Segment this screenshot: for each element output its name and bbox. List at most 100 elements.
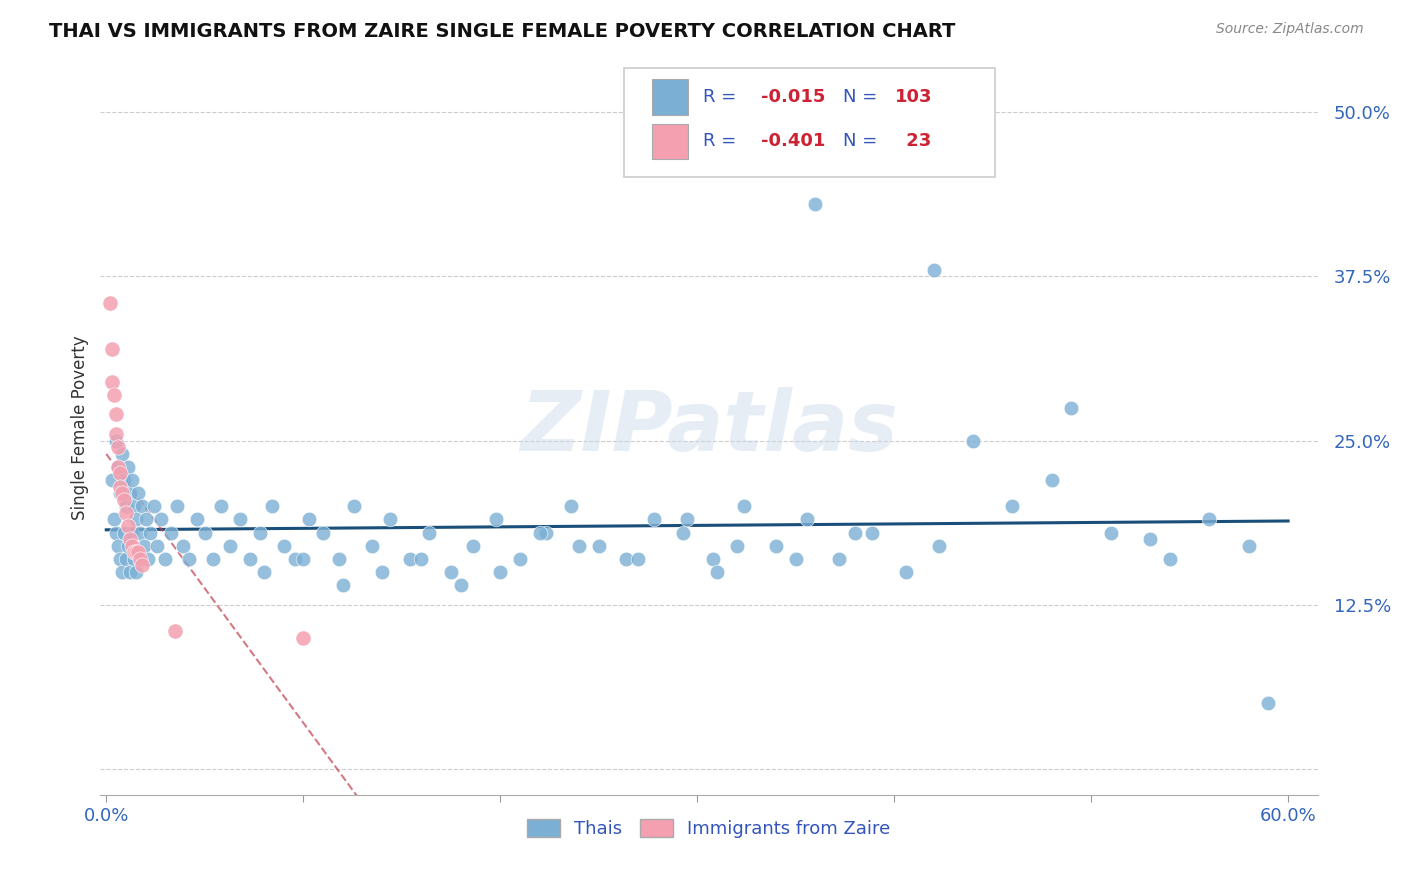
Point xyxy=(131,558,153,573)
Point xyxy=(115,552,138,566)
Point xyxy=(614,552,637,566)
Point xyxy=(461,539,484,553)
Point xyxy=(249,525,271,540)
Point xyxy=(138,525,160,540)
Point xyxy=(1099,525,1122,540)
Point xyxy=(733,500,755,514)
Point xyxy=(105,434,128,448)
Text: THAI VS IMMIGRANTS FROM ZAIRE SINGLE FEMALE POVERTY CORRELATION CHART: THAI VS IMMIGRANTS FROM ZAIRE SINGLE FEM… xyxy=(49,22,956,41)
Point xyxy=(1198,512,1220,526)
Point xyxy=(676,512,699,526)
Point xyxy=(121,525,143,540)
Text: N =: N = xyxy=(844,132,883,150)
Point xyxy=(135,512,157,526)
Point xyxy=(121,539,143,553)
Point xyxy=(108,486,131,500)
Point xyxy=(844,525,866,540)
Point xyxy=(312,525,335,540)
Point xyxy=(201,552,224,566)
Point xyxy=(1060,401,1083,415)
Point xyxy=(332,578,354,592)
Point xyxy=(111,486,134,500)
Point xyxy=(928,539,950,553)
Point xyxy=(560,500,582,514)
Point xyxy=(146,539,169,553)
Point xyxy=(127,486,149,500)
Point xyxy=(643,512,665,526)
Point xyxy=(122,500,145,514)
Point xyxy=(284,552,307,566)
Point xyxy=(101,342,124,356)
Point xyxy=(298,512,321,526)
Point xyxy=(125,512,148,526)
Point xyxy=(219,539,242,553)
Point xyxy=(108,480,131,494)
Point xyxy=(155,552,177,566)
FancyBboxPatch shape xyxy=(624,69,995,178)
Point xyxy=(485,512,508,526)
Point xyxy=(292,631,315,645)
Point xyxy=(115,500,138,514)
Point xyxy=(103,512,125,526)
Point xyxy=(150,512,173,526)
Point xyxy=(588,539,610,553)
Point xyxy=(1257,697,1279,711)
Point xyxy=(118,532,141,546)
Point xyxy=(115,506,138,520)
Point xyxy=(111,565,134,579)
Point xyxy=(101,473,124,487)
Point xyxy=(922,262,945,277)
Text: R =: R = xyxy=(703,88,742,106)
Point xyxy=(125,565,148,579)
Point xyxy=(122,552,145,566)
Point xyxy=(136,552,159,566)
Point xyxy=(529,525,551,540)
Point xyxy=(343,500,366,514)
Point xyxy=(962,434,984,448)
Point xyxy=(292,552,315,566)
Point xyxy=(117,459,139,474)
Point xyxy=(378,512,401,526)
Point xyxy=(1040,473,1063,487)
Point xyxy=(118,565,141,579)
Bar xyxy=(652,79,689,115)
Point xyxy=(125,545,148,559)
Point xyxy=(98,295,121,310)
Point xyxy=(107,440,129,454)
Point xyxy=(1139,532,1161,546)
Point xyxy=(371,565,394,579)
Point xyxy=(127,545,149,559)
Point xyxy=(128,525,150,540)
Point xyxy=(118,486,141,500)
Point xyxy=(101,375,124,389)
Text: ZIPatlas: ZIPatlas xyxy=(520,387,898,468)
Point xyxy=(260,500,283,514)
Point xyxy=(209,500,232,514)
Point xyxy=(177,552,200,566)
Point xyxy=(229,512,252,526)
Text: 103: 103 xyxy=(896,88,932,106)
Point xyxy=(239,552,262,566)
Point xyxy=(627,552,650,566)
Text: -0.015: -0.015 xyxy=(761,88,825,106)
Point xyxy=(105,408,128,422)
Point xyxy=(568,539,591,553)
Point xyxy=(105,427,128,442)
Point xyxy=(165,624,187,639)
Point xyxy=(706,565,728,579)
Point xyxy=(489,565,512,579)
Point xyxy=(273,539,295,553)
Point xyxy=(128,552,150,566)
Point xyxy=(328,552,350,566)
Point xyxy=(172,539,194,553)
Point xyxy=(534,525,557,540)
Point xyxy=(796,512,818,526)
Point xyxy=(132,539,155,553)
Point xyxy=(440,565,463,579)
Point xyxy=(160,525,183,540)
Point xyxy=(725,539,748,553)
Point xyxy=(121,473,143,487)
Point xyxy=(253,565,276,579)
Point xyxy=(862,525,884,540)
Point xyxy=(117,519,139,533)
